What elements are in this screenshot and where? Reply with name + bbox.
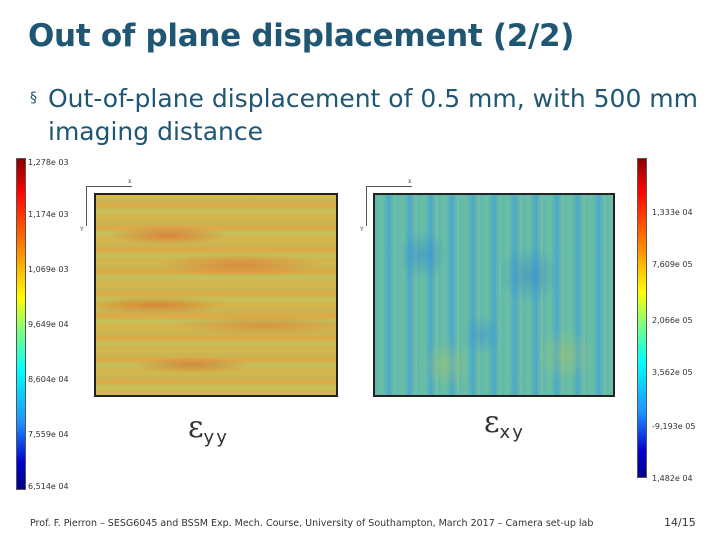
strain-label-xy: εxy [484,405,525,443]
right-colorbar-label: 3,562e 05 [652,368,693,377]
left-map-x-axis [86,186,132,187]
left-map-y-axis [86,186,87,226]
strain-map-xy [373,193,615,397]
epsilon-symbol: ε [188,410,204,445]
right-map-x-axis [366,186,412,187]
left-colorbar-label: 1,069e 03 [28,265,69,274]
strain-subscript: xy [499,422,525,443]
strain-map-yy [94,193,338,397]
left-colorbar-label: 8,604e 04 [28,375,69,384]
left-colorbar-label: 7,559e 04 [28,430,69,439]
strain-subscript: yy [203,427,229,448]
left-colorbar [16,158,26,490]
right-map-y-label: Y [360,226,364,233]
epsilon-symbol: ε [484,405,500,440]
page-number: 14/15 [664,516,696,529]
right-colorbar-label: 1,482e 04 [652,474,693,483]
right-colorbar-label: -9,193e 05 [652,422,696,431]
footer-text: Prof. F. Pierron – SESG6045 and BSSM Exp… [30,518,594,529]
right-colorbar [637,158,647,478]
left-colorbar-label: 9,649e 04 [28,320,69,329]
bullet-item: § Out-of-plane displacement of 0.5 mm, wi… [30,82,698,148]
bullet-text: Out-of-plane displacement of 0.5 mm, wit… [48,84,698,146]
left-map-y-label: Y [80,226,84,233]
left-map-x-label: x [128,178,132,185]
strain-label-yy: εyy [188,410,229,448]
bullet-marker: § [30,90,37,106]
right-map-x-label: x [408,178,412,185]
right-colorbar-label: 2,066e 05 [652,316,693,325]
left-colorbar-label: 1,174e 03 [28,210,69,219]
right-map-y-axis [366,186,367,226]
left-colorbar-label: 6,514e 04 [28,482,69,491]
right-colorbar-label: 7,609e 05 [652,260,693,269]
right-colorbar-label: 1,333e 04 [652,208,693,217]
slide-title: Out of plane displacement (2/2) [28,18,575,54]
left-colorbar-label: 1,278e 03 [28,158,69,167]
